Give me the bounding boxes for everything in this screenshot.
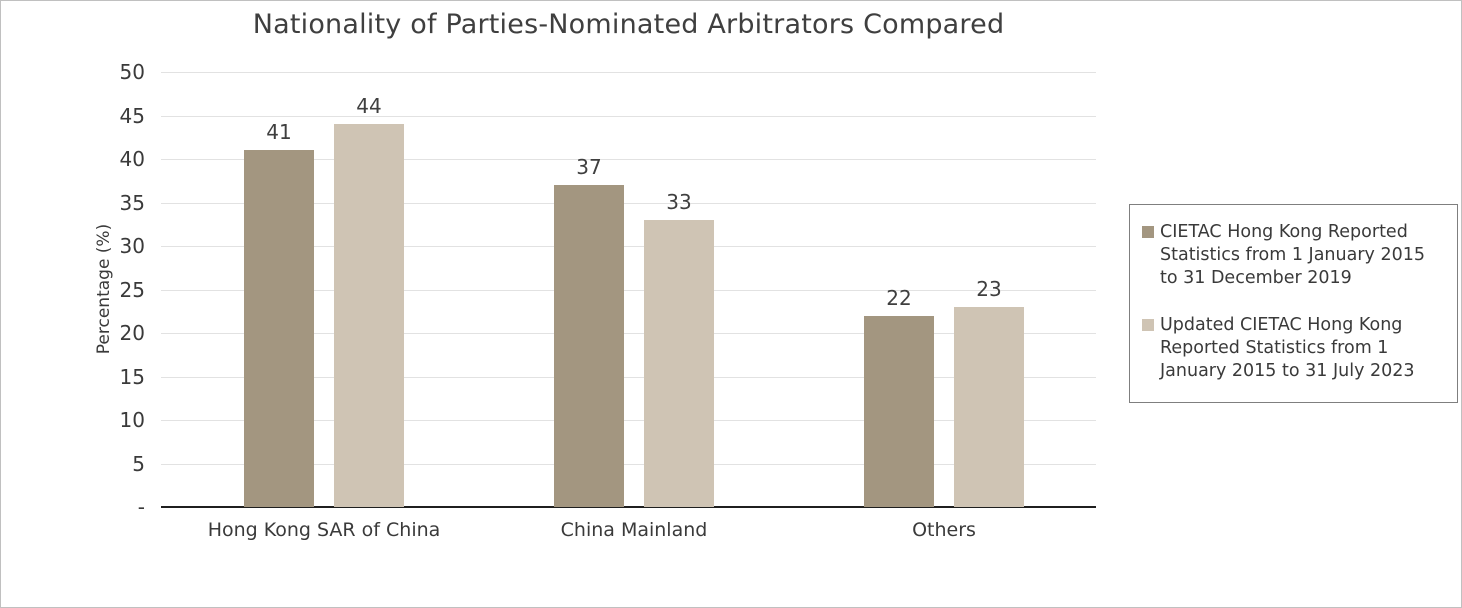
x-axis-category-label: Others: [912, 519, 976, 541]
y-axis-tick-label: 5: [132, 451, 145, 476]
gridline: [161, 463, 1096, 465]
x-axis-category-label: China Mainland: [560, 519, 708, 541]
y-axis-tick-label: 10: [119, 408, 145, 432]
bar-value-label: 44: [356, 94, 382, 119]
x-axis-line: [161, 506, 1096, 508]
gridline: [161, 72, 1096, 73]
y-axis-tick-label: 50: [119, 60, 145, 84]
gridline: [161, 115, 1096, 117]
legend-marker-icon: [1142, 319, 1154, 332]
bar-value-label: 33: [666, 189, 692, 214]
bar-value-label: 22: [886, 285, 912, 310]
gridline: [161, 289, 1096, 291]
gridline: [161, 202, 1096, 204]
x-axis-category-label: Hong Kong SAR of China: [207, 519, 441, 541]
y-axis-tick-label: 35: [119, 190, 145, 215]
bar-series2: [334, 124, 404, 507]
legend: CIETAC Hong Kong Reported Statistics fro…: [1129, 204, 1458, 403]
bar-series1: [864, 315, 934, 507]
y-axis-tick-label: 45: [119, 103, 145, 128]
chart-title: Nationality of Parties-Nominated Arbitra…: [252, 9, 1005, 40]
gridline: [161, 376, 1096, 378]
y-axis-tick-label: 30: [119, 234, 145, 258]
bar-series1: [554, 185, 624, 507]
legend-item-label: CIETAC Hong Kong Reported Statistics fro…: [1160, 222, 1425, 289]
legend-item-label: Updated CIETAC Hong Kong Reported Statis…: [1160, 315, 1415, 382]
gridline: [161, 333, 1096, 334]
legend-item-series2: Updated CIETAC Hong Kong Reported Statis…: [1142, 314, 1447, 383]
bar-value-label: 37: [576, 155, 602, 180]
legend-marker-icon: [1142, 226, 1154, 238]
bar-value-label: 41: [266, 120, 292, 145]
gridline: [161, 159, 1096, 160]
gridline: [161, 246, 1096, 247]
y-axis-tick-label: 25: [119, 277, 145, 302]
bar-series1: [244, 150, 314, 507]
y-axis-tick-label-zero: -: [137, 495, 145, 519]
bar-series2: [954, 306, 1024, 507]
y-axis-tick-label: 15: [119, 364, 145, 389]
legend-item-series1: CIETAC Hong Kong Reported Statistics fro…: [1142, 221, 1447, 290]
plot-area: 5 10 15 20 25 30 35 40 45 50 - 41 44 Hong Kong SAR of…: [120, 62, 1096, 541]
bar-series2: [644, 219, 714, 507]
y-axis-tick-label: 20: [119, 321, 145, 345]
bar-value-label: 23: [976, 276, 1002, 301]
y-axis-tick-label: 40: [119, 147, 145, 171]
gridline: [161, 420, 1096, 421]
